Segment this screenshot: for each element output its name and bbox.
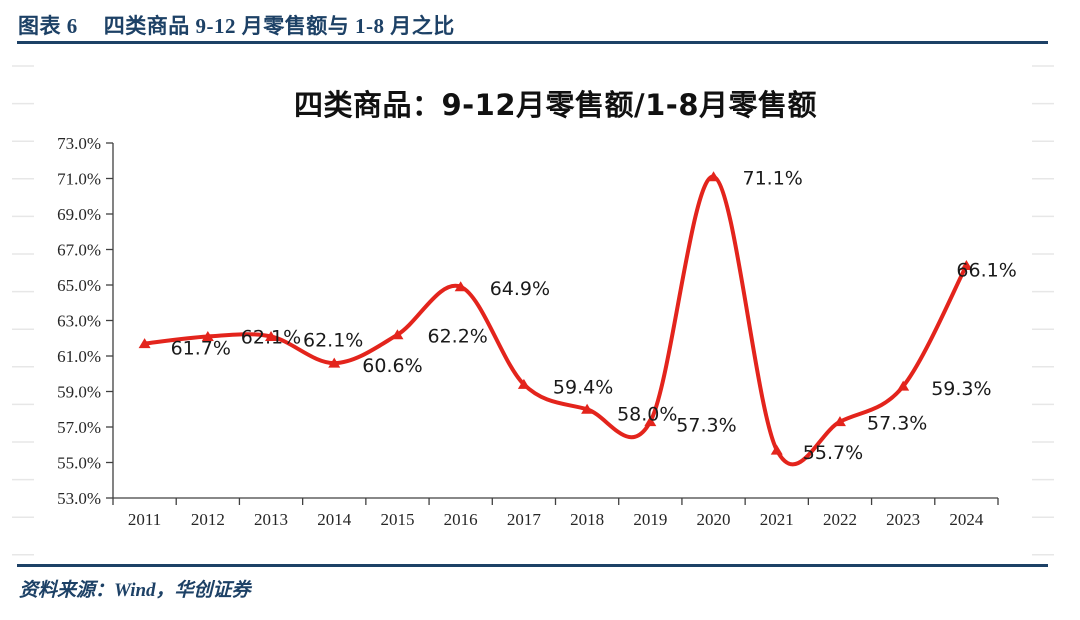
x-axis-tick-label: 2019 [633,510,667,529]
x-axis-tick-label: 2013 [254,510,288,529]
data-point-label: 59.4% [553,376,613,398]
data-point-marker [138,338,151,349]
data-point-marker [833,416,846,427]
y-axis-tick-label: 67.0% [57,241,101,260]
y-axis-tick-label: 57.0% [57,418,101,437]
data-point-label: 61.7% [171,338,231,360]
x-axis-tick-label: 2024 [949,510,984,529]
data-point-marker [644,416,657,427]
y-axis-tick-label: 55.0% [57,454,101,473]
x-axis-tick-label: 2022 [823,510,857,529]
x-axis-tick-label: 2012 [191,510,225,529]
data-point-marker [201,330,214,341]
data-point-marker [960,259,973,270]
series-line [142,174,969,467]
data-point-marker [770,444,783,455]
data-point-label: 55.7% [803,442,863,464]
data-point-marker [454,281,467,292]
footer-divider [17,564,1048,567]
data-point-label: 59.3% [931,378,991,400]
data-point-label: 58.0% [617,403,677,425]
x-axis-tick-label: 2011 [128,510,161,529]
chart-title: 四类商品：9-12月零售额/1-8月零售额 [293,88,818,122]
figure-label: 图表 6 [18,14,78,38]
x-axis-tick-label: 2020 [697,510,731,529]
y-axis-tick-label: 73.0% [57,134,101,153]
data-point-marker [265,330,278,341]
data-point-marker [707,171,720,182]
y-axis-tick-label: 61.0% [57,347,101,366]
data-point-label: 62.1% [303,330,363,352]
data-point-label: 60.6% [362,355,422,377]
data-point-label: 62.2% [428,326,488,348]
data-point-marker [328,357,341,368]
y-axis-tick-label: 65.0% [57,276,101,295]
x-axis-tick-label: 2017 [507,510,542,529]
y-axis-tick-label: 71.0% [57,170,101,189]
x-axis-tick-label: 2016 [444,510,478,529]
data-point-label: 57.3% [676,415,736,437]
x-axis-tick-label: 2018 [570,510,604,529]
x-axis-tick-label: 2021 [760,510,794,529]
data-point-label: 64.9% [490,278,550,300]
data-point-label: 71.1% [743,168,803,190]
source-note: 资料来源：Wind，华创证券 [19,580,251,601]
data-point-label: 62.1% [241,327,301,349]
data-point-marker [897,380,910,391]
figure-title: 四类商品 9-12 月零售额与 1-8 月之比 [103,14,455,38]
data-point-label: 66.1% [956,260,1016,282]
y-axis-tick-label: 59.0% [57,383,101,402]
x-axis-tick-label: 2014 [317,510,352,529]
y-axis-tick-label: 69.0% [57,205,101,224]
x-axis-tick-label: 2015 [380,510,414,529]
y-axis-tick-label: 53.0% [57,489,101,508]
y-axis-tick-label: 63.0% [57,312,101,331]
figure-header: 图表 6 四类商品 9-12 月零售额与 1-8 月之比 [18,10,1058,40]
data-point-marker [517,378,530,389]
data-point-marker [391,329,404,340]
data-point-label: 57.3% [867,413,927,435]
x-axis-tick-label: 2023 [886,510,920,529]
header-divider [17,41,1048,44]
data-point-marker [581,403,594,414]
